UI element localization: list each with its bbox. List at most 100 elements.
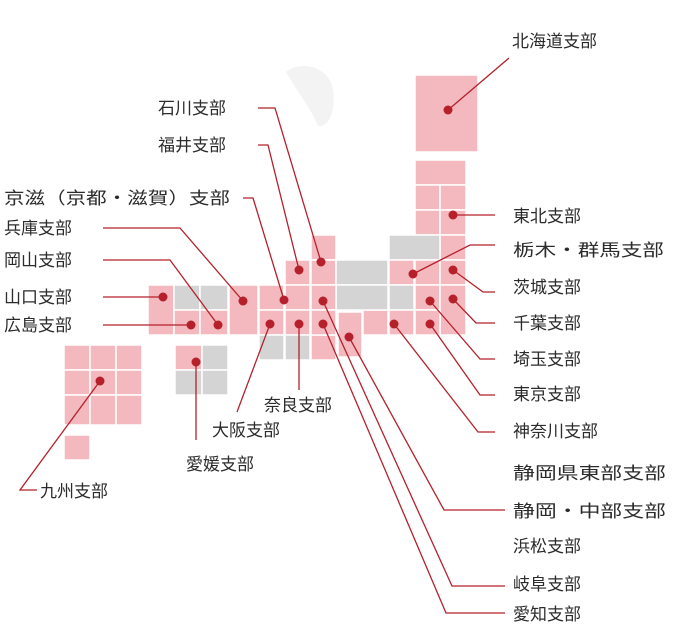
marker-gifu[interactable] — [318, 296, 328, 306]
leader-chiba — [452, 298, 495, 324]
tile-ehime[interactable] — [174, 344, 203, 371]
tile-nara[interactable] — [284, 309, 311, 336]
tile-shikoku-grey — [201, 369, 229, 396]
leader-okayama — [103, 259, 219, 326]
decorative-shape — [286, 66, 334, 127]
tile-shikoku-grey — [174, 369, 203, 396]
leader-shizuoka-central — [348, 336, 505, 511]
leader-osaka — [236, 323, 271, 413]
label-hiroshima[interactable]: 広島支部 — [4, 316, 72, 336]
tile-hiroshima[interactable] — [173, 309, 201, 336]
marker-kanagawa[interactable] — [389, 319, 399, 329]
marker-yamaguchi[interactable] — [158, 292, 168, 302]
tile-tohoku[interactable] — [414, 184, 441, 211]
label-aichi[interactable]: 愛知支部 — [513, 605, 581, 625]
leader-kyushu — [18, 380, 101, 491]
label-tohoku[interactable]: 東北支部 — [513, 207, 581, 227]
label-kyushu[interactable]: 九州支部 — [40, 482, 108, 502]
tile-tohoku[interactable] — [439, 184, 467, 211]
tile-okinawa[interactable] — [63, 434, 91, 461]
marker-ishikawa[interactable] — [316, 257, 326, 267]
leader-aichi — [322, 323, 505, 614]
tile-tohoku[interactable] — [439, 234, 467, 261]
tile-kyushu[interactable] — [89, 394, 117, 426]
label-kanagawa[interactable]: 神奈川支部 — [513, 422, 598, 442]
label-shizuoka-central[interactable]: 静岡・中部支部 — [513, 502, 666, 522]
marker-chiba[interactable] — [448, 294, 458, 304]
tile-shiga[interactable] — [284, 284, 311, 311]
tile-kyushu[interactable] — [63, 369, 91, 396]
label-yamaguchi[interactable]: 山口支部 — [4, 288, 72, 308]
tile-yamanashi[interactable] — [362, 309, 389, 336]
tile-aichi[interactable] — [310, 334, 337, 361]
tile-kyushu[interactable] — [89, 344, 117, 371]
tile-chubu-grey — [335, 259, 389, 286]
leader-tochigi-gunma — [412, 244, 495, 275]
marker-fukui[interactable] — [294, 265, 304, 275]
label-hamamatsu[interactable]: 浜松支部 — [513, 537, 581, 557]
tile-kyushu[interactable] — [63, 344, 91, 371]
tile-niigata — [388, 234, 441, 261]
leader-saitama — [429, 300, 495, 360]
marker-hiroshima[interactable] — [186, 320, 196, 330]
leader-lines — [18, 57, 510, 614]
marker-tohoku[interactable] — [448, 210, 458, 220]
marker-hyogo[interactable] — [238, 296, 248, 306]
label-shizuoka-east[interactable]: 静岡県東部支部 — [513, 464, 666, 484]
label-chiba[interactable]: 千葉支部 — [513, 314, 581, 334]
tile-tohoku[interactable] — [414, 159, 467, 186]
label-tokyo[interactable]: 東京支部 — [513, 385, 581, 405]
marker-ehime[interactable] — [191, 357, 201, 367]
label-hokkaido[interactable]: 北海道支部 — [512, 32, 597, 52]
tile-nagano — [388, 284, 415, 311]
tile-ishikawa[interactable] — [310, 234, 337, 261]
tile-tohoku[interactable] — [414, 209, 441, 236]
marker-tokyo[interactable] — [425, 319, 435, 329]
tile-chugoku-grey — [173, 284, 201, 311]
label-hyogo[interactable]: 兵庫支部 — [4, 219, 72, 239]
branch-labels: 北海道支部 石川支部 福井支部 京滋（京都・滋賀）支部 兵庫支部 岡山支部 山口… — [4, 32, 666, 625]
leader-gifu — [322, 300, 505, 587]
tile-kyushu[interactable] — [115, 369, 143, 396]
tile-kyushu[interactable] — [115, 344, 143, 371]
marker-nara[interactable] — [294, 319, 304, 329]
label-ibaraki[interactable]: 茨城支部 — [513, 278, 581, 298]
marker-osaka[interactable] — [265, 319, 275, 329]
tile-kyoto[interactable] — [258, 284, 285, 311]
marker-shizuoka-central[interactable] — [344, 332, 354, 342]
label-ehime[interactable]: 愛媛支部 — [186, 455, 254, 475]
label-kyoto-shiga[interactable]: 京滋（京都・滋賀）支部 — [4, 189, 230, 209]
marker-ibaraki[interactable] — [448, 265, 458, 275]
label-fukui[interactable]: 福井支部 — [158, 136, 226, 156]
leader-tokyo — [429, 323, 495, 396]
tile-tochigi[interactable] — [414, 259, 441, 286]
marker-saitama[interactable] — [425, 296, 435, 306]
tile-chiba[interactable] — [439, 284, 467, 336]
marker-okayama[interactable] — [213, 320, 223, 330]
label-nara[interactable]: 奈良支部 — [264, 396, 332, 416]
label-tochigi-gunma[interactable]: 栃木・群馬支部 — [513, 241, 664, 261]
label-ishikawa[interactable]: 石川支部 — [158, 99, 226, 119]
marker-kyoto-shiga[interactable] — [279, 295, 289, 305]
label-gifu[interactable]: 岐阜支部 — [513, 575, 581, 595]
tile-yamaguchi[interactable] — [147, 284, 175, 336]
marker-kyushu[interactable] — [95, 376, 105, 386]
tile-kyushu[interactable] — [115, 394, 143, 426]
tile-wakayama — [258, 334, 285, 361]
tile-okayama[interactable] — [199, 309, 229, 336]
leader-hokkaido — [447, 57, 510, 111]
marker-aichi[interactable] — [318, 319, 328, 329]
tile-shizuoka[interactable] — [337, 311, 363, 358]
leader-ibaraki — [452, 269, 495, 293]
label-saitama[interactable]: 埼玉支部 — [513, 350, 581, 370]
leader-ishikawa — [258, 107, 322, 263]
leader-hyogo — [103, 227, 244, 302]
marker-tochigi-gunma[interactable] — [408, 269, 418, 279]
marker-hokkaido[interactable] — [443, 105, 453, 115]
label-osaka[interactable]: 大阪支部 — [212, 421, 280, 441]
tile-chubu-grey — [335, 284, 389, 311]
label-okayama[interactable]: 岡山支部 — [4, 251, 72, 271]
branch-markers — [95, 105, 458, 386]
tile-hyogo[interactable] — [228, 284, 259, 336]
